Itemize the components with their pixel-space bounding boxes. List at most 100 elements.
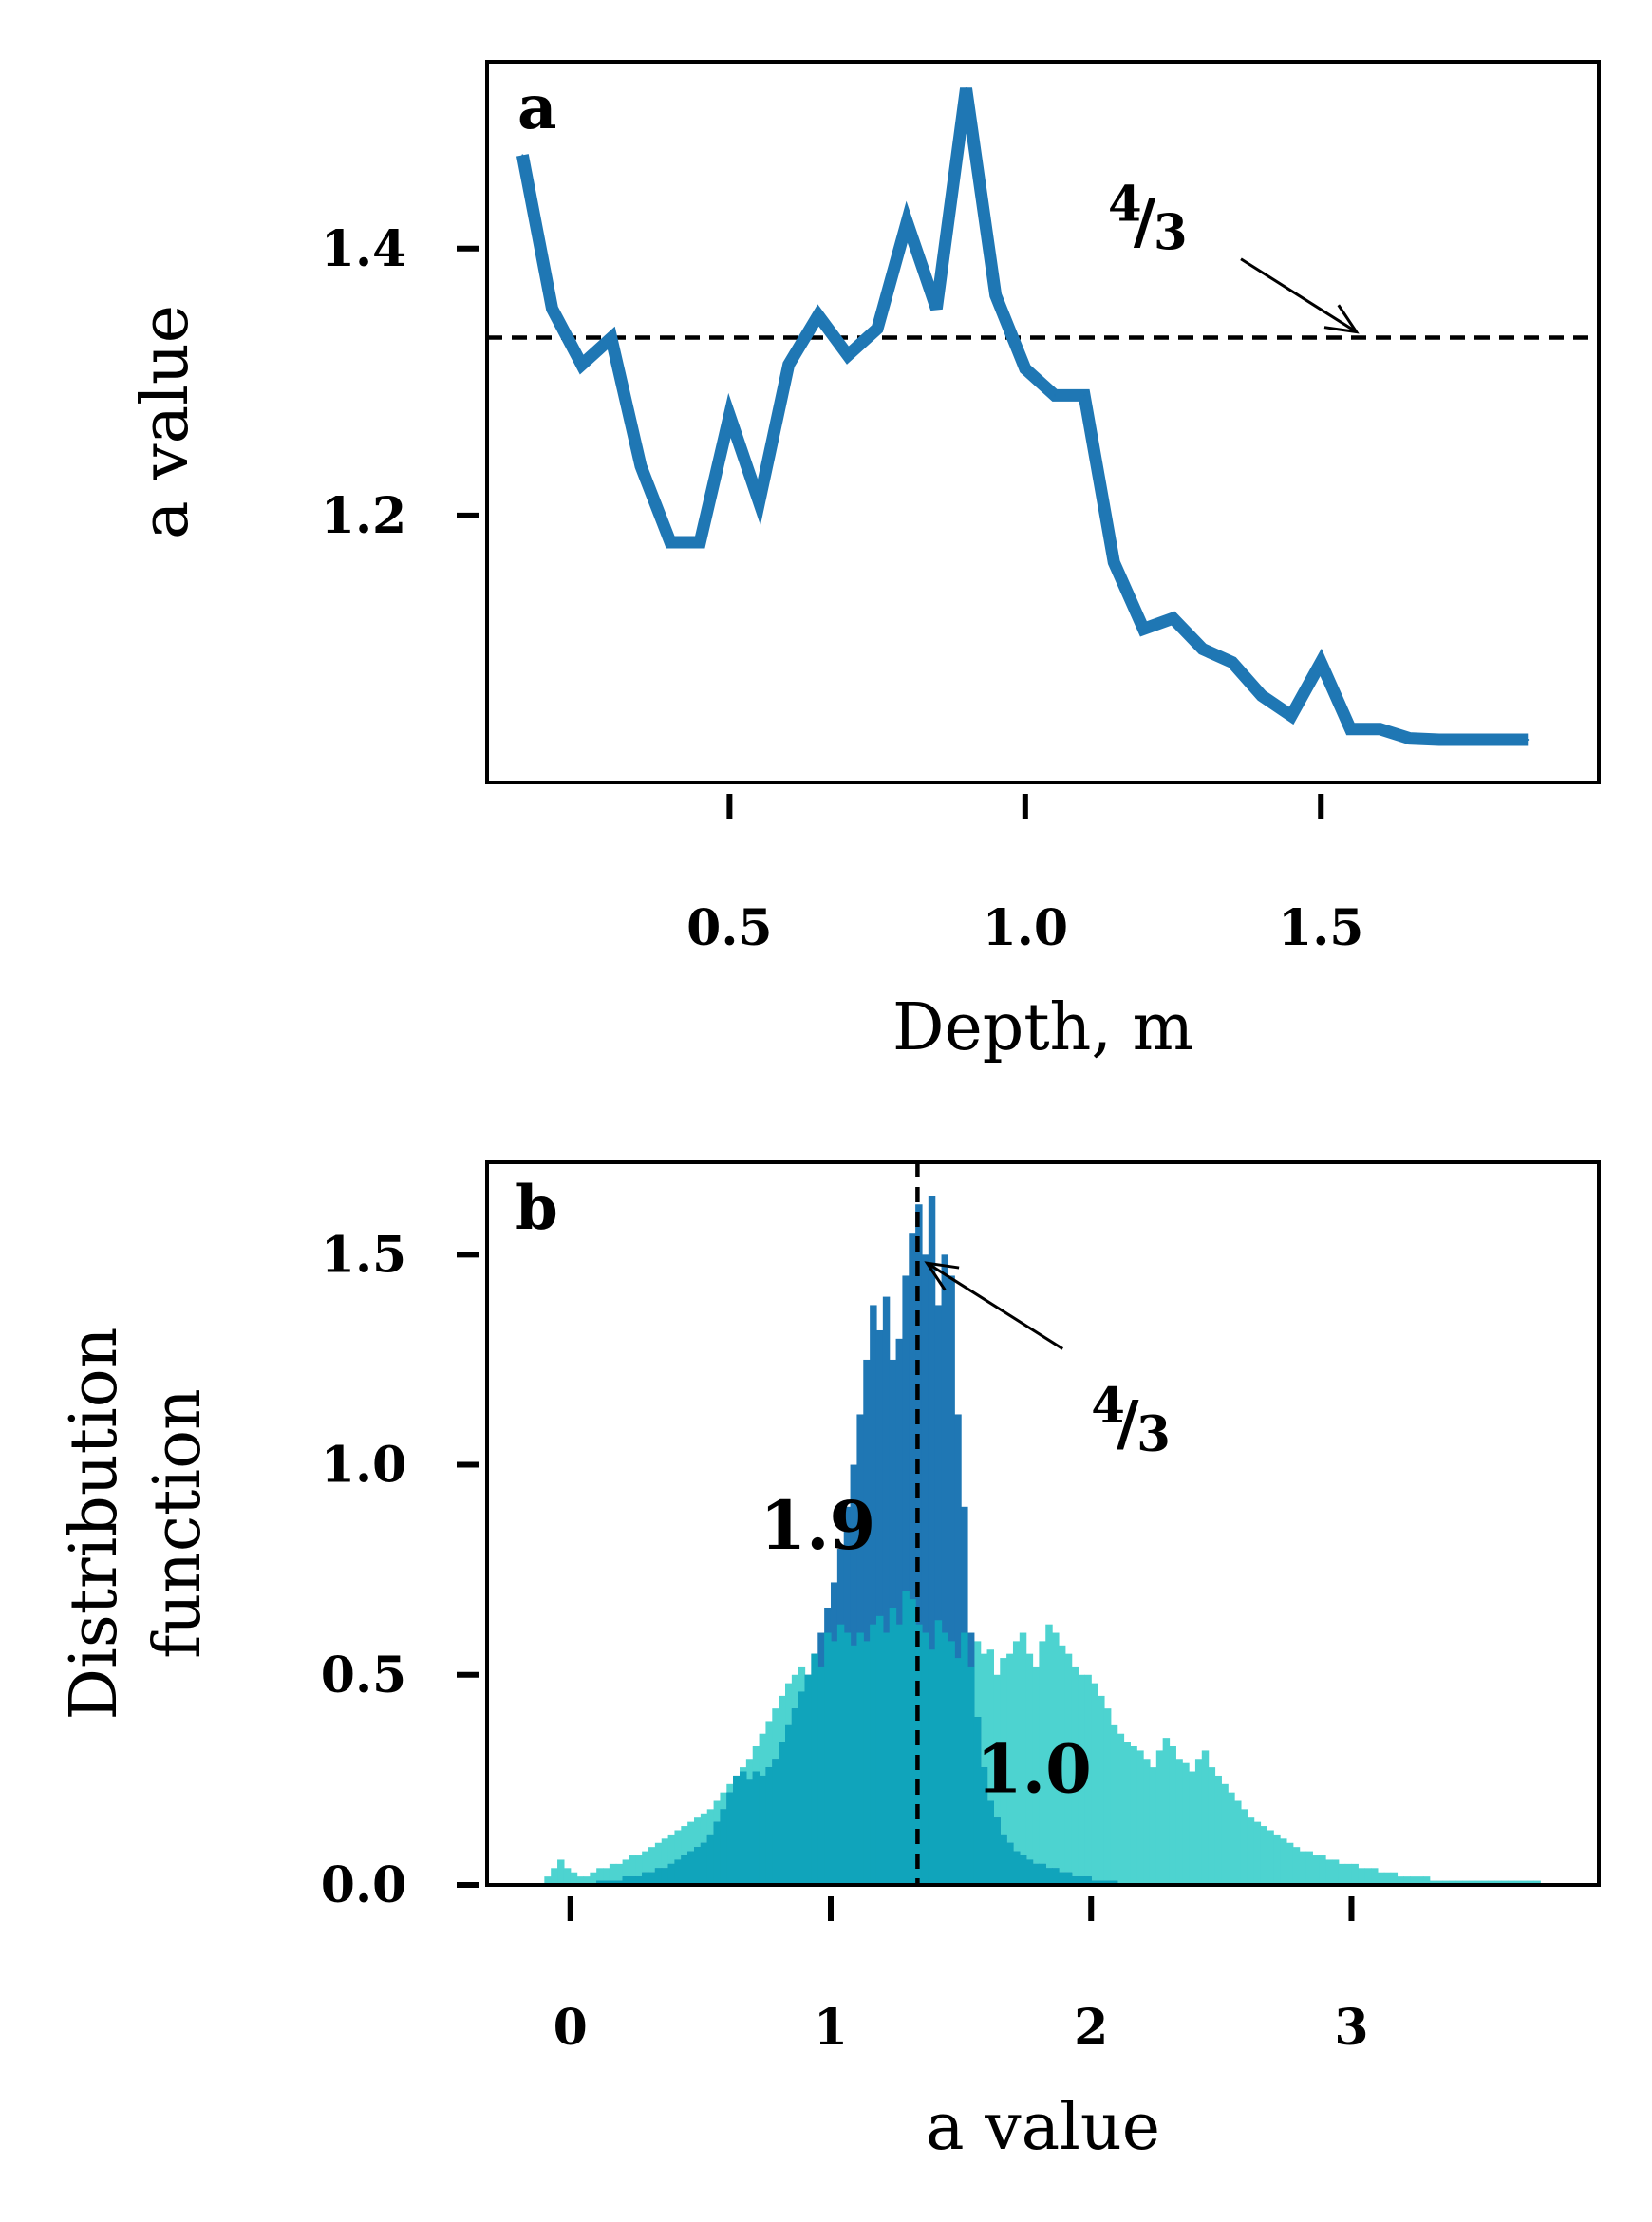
histogram-overlap-bar <box>830 1641 838 1885</box>
histogram-overlap-bar <box>1025 1859 1034 1885</box>
histogram-overlap-bar <box>609 1880 617 1885</box>
histogram-overlap-bar <box>928 1649 936 1885</box>
histogram-overlap-bar <box>934 1620 943 1885</box>
histogram-bar-series-1-0 <box>1136 1750 1144 1885</box>
histogram-overlap-bar <box>798 1691 806 1885</box>
histogram-overlap-bar <box>785 1724 793 1885</box>
histogram-bar-series-1-0 <box>1110 1724 1118 1885</box>
histogram-overlap-bar <box>961 1632 968 1885</box>
histogram-bar-series-1-0 <box>1331 1859 1340 1885</box>
histogram-bar-series-1-0 <box>1417 1876 1424 1885</box>
fraction-slash: / <box>1117 1387 1139 1459</box>
histogram-bar-series-1-0 <box>1520 1880 1529 1885</box>
histogram-bar-series-1-9 <box>882 1296 891 1885</box>
histogram-bar-series-1-0 <box>1130 1745 1137 1885</box>
histogram-bar-series-1-0 <box>1344 1863 1353 1885</box>
histogram-bar-series-1-0 <box>1462 1880 1470 1885</box>
histogram-overlap-bar <box>875 1615 884 1885</box>
data-point <box>1408 737 1411 740</box>
histogram-overlap-bar <box>740 1771 747 1885</box>
histogram-overlap-bar <box>694 1847 702 1885</box>
histogram-overlap-bar <box>993 1817 1001 1885</box>
data-point <box>521 154 524 157</box>
histogram-overlap-bar <box>948 1641 955 1885</box>
histogram-bar-series-1-0 <box>609 1863 617 1885</box>
histogram-bar-series-1-0 <box>1228 1792 1235 1885</box>
histogram-bar-series-1-0 <box>993 1674 1001 1885</box>
x-tick-label: 0 <box>554 1999 588 2057</box>
y-tick-label: 1.2 <box>321 487 406 545</box>
histogram-overlap-bar <box>817 1666 825 1885</box>
histogram-bar-series-1-0 <box>1292 1847 1301 1885</box>
histogram-bar-series-1-0 <box>596 1868 604 1885</box>
histogram-bar-series-1-0 <box>674 1830 682 1885</box>
histogram-bar-series-1-0 <box>603 1868 610 1885</box>
histogram-overlap-bar <box>642 1872 649 1885</box>
histogram-bar-series-1-0 <box>648 1847 656 1885</box>
histogram-overlap-bar <box>1052 1868 1060 1885</box>
histogram-overlap-bar <box>759 1775 767 1885</box>
histogram-bar-series-1-0 <box>1247 1817 1255 1885</box>
histogram-bar-series-1-0 <box>1319 1855 1326 1885</box>
histogram-overlap-bar <box>1110 1880 1118 1885</box>
y-axis-title-line: function <box>141 1388 216 1659</box>
histogram-bar-series-1-0 <box>1429 1880 1437 1885</box>
histogram-overlap-bar <box>654 1868 663 1885</box>
histogram-bar-series-1-0 <box>1117 1733 1125 1885</box>
histogram-bar-series-1-9 <box>941 1254 949 1885</box>
histogram-overlap-bar <box>895 1624 904 1885</box>
histogram-overlap-bar <box>720 1809 727 1885</box>
histogram-bar-series-1-0 <box>1091 1683 1098 1885</box>
histogram-bar-series-1-0 <box>1501 1880 1509 1885</box>
histogram-bar-series-1-0 <box>1123 1742 1131 1885</box>
histogram-overlap-bar <box>687 1851 695 1885</box>
data-point <box>551 308 554 311</box>
histogram-bar-series-1-0 <box>1143 1759 1151 1885</box>
data-point <box>876 328 879 330</box>
data-point <box>1349 727 1352 730</box>
histogram-bar-series-1-0 <box>1455 1880 1463 1885</box>
histogram-overlap-bar <box>1045 1868 1053 1885</box>
histogram-overlap-bar <box>843 1632 852 1885</box>
histogram-overlap-bar <box>1084 1876 1092 1885</box>
histogram-bar-series-1-0 <box>1208 1767 1216 1885</box>
histogram-overlap-bar <box>629 1876 636 1885</box>
data-point <box>1527 739 1530 742</box>
fraction-denominator: 3 <box>1154 204 1188 261</box>
histogram-bar-series-1-0 <box>629 1855 636 1885</box>
histogram-overlap-bar <box>1032 1863 1040 1885</box>
histogram-bar-series-1-0 <box>1358 1868 1365 1885</box>
histogram-bar-series-1-0 <box>1045 1624 1053 1885</box>
histogram-overlap-bar <box>733 1775 741 1885</box>
data-point <box>1290 714 1293 717</box>
histogram-overlap-bar <box>648 1872 656 1885</box>
histogram-bar-series-1-0 <box>563 1868 572 1885</box>
histogram-bar-series-1-9 <box>875 1329 884 1885</box>
histogram-bar-series-1-0 <box>1410 1876 1417 1885</box>
histogram-bar-series-1-0 <box>1039 1641 1046 1885</box>
data-point <box>1379 727 1381 730</box>
histogram-overlap-bar <box>870 1624 877 1885</box>
histogram-overlap-bar <box>1091 1880 1098 1885</box>
histogram-bar-series-1-9 <box>934 1305 943 1885</box>
histogram-overlap-bar <box>622 1876 630 1885</box>
histogram-bar-series-1-0 <box>1286 1842 1294 1885</box>
histogram-bar-series-1-0 <box>1071 1666 1079 1885</box>
data-point <box>758 500 760 503</box>
histogram-overlap-bar <box>1098 1880 1105 1885</box>
series-label: 1.0 <box>976 1730 1092 1809</box>
x-tick-label: 1.0 <box>983 899 1068 957</box>
x-axis-title: Depth, m <box>892 990 1193 1065</box>
histogram-bar-series-1-0 <box>1338 1863 1346 1885</box>
data-point <box>639 464 642 467</box>
histogram-bar-series-1-0 <box>1000 1658 1007 1885</box>
annotation-arrow-head <box>924 1261 960 1291</box>
histogram-overlap-bar <box>772 1759 779 1885</box>
histogram-overlap-bar <box>596 1880 604 1885</box>
histogram-bar-series-1-0 <box>1214 1775 1222 1885</box>
histogram-bar-series-1-0 <box>1201 1750 1210 1885</box>
annotation-arrow-head <box>1323 304 1360 334</box>
histogram-overlap-bar <box>603 1880 610 1885</box>
histogram-bar-series-1-0 <box>1422 1876 1431 1885</box>
histogram-overlap-bar <box>804 1674 813 1885</box>
